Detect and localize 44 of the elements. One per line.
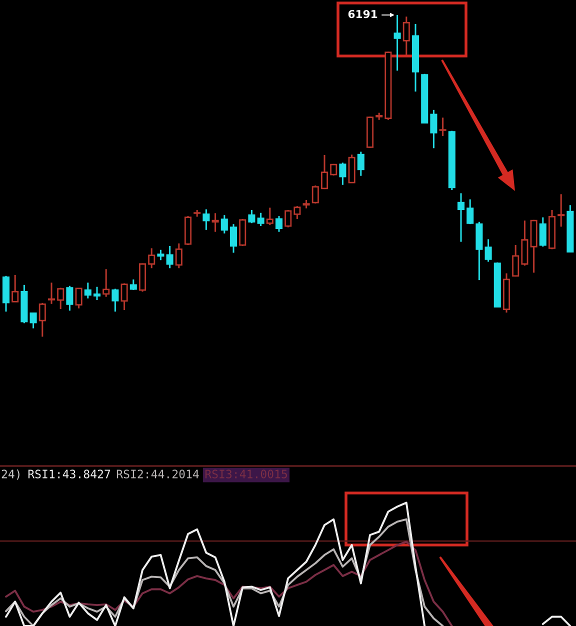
candlestick xyxy=(230,223,238,254)
candlestick xyxy=(212,212,219,233)
text: RSI2:44.2014 xyxy=(116,470,199,478)
candlestick xyxy=(312,184,319,204)
annotation: 6191 xyxy=(348,10,378,18)
candlestick xyxy=(148,247,156,269)
candlestick xyxy=(248,209,256,224)
candlestick xyxy=(294,205,301,220)
candlestick xyxy=(166,245,174,269)
candlestick xyxy=(102,268,110,298)
candlestick xyxy=(202,208,210,231)
candlestick xyxy=(430,109,438,149)
candlestick xyxy=(220,214,228,234)
candlestick xyxy=(93,286,101,301)
candlestick xyxy=(57,287,64,310)
text: RSI3:41.0015 xyxy=(205,470,287,478)
text: RSI1:43.8427 xyxy=(28,470,110,478)
candlestick xyxy=(120,282,128,311)
candlestick xyxy=(339,162,346,186)
chart-title: 24) xyxy=(2,469,20,480)
candlestick xyxy=(257,212,264,227)
candlestick xyxy=(466,198,474,225)
candlestick xyxy=(357,150,364,177)
candlestick xyxy=(12,274,19,303)
candlestick xyxy=(75,287,82,310)
candlestick xyxy=(157,249,164,261)
candlestick xyxy=(539,216,546,248)
candlestick xyxy=(30,312,37,330)
candlestick xyxy=(38,302,46,338)
candlestick xyxy=(266,206,274,226)
candlestick xyxy=(112,288,119,312)
candlestick xyxy=(84,282,92,300)
candlestick xyxy=(275,215,283,233)
candlestick xyxy=(558,193,565,228)
candlestick xyxy=(402,16,410,56)
candlestick xyxy=(512,244,520,278)
candlestick xyxy=(484,238,492,263)
candlestick xyxy=(457,192,465,243)
candlestick xyxy=(284,209,292,228)
candlestick xyxy=(439,116,446,137)
candlestick xyxy=(48,282,56,305)
candlestick xyxy=(175,242,182,269)
candlestick xyxy=(320,154,328,190)
candlestick xyxy=(66,285,74,312)
